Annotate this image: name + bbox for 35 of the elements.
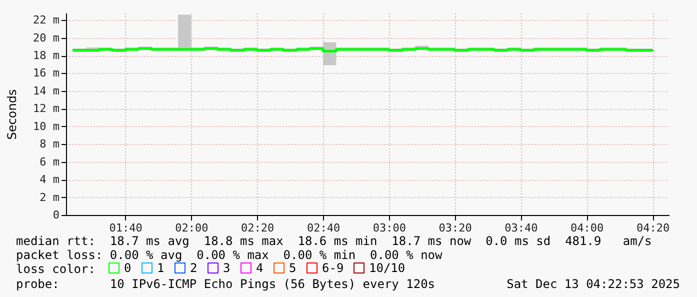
x-tick-label: 04:00 (570, 222, 604, 234)
text: packet loss: 0.00 % avg 0.00 % max 0.00 % min 0.00 % now (16, 248, 444, 262)
x-tick-label: 02:20 (241, 222, 274, 234)
y-tick-label: 12 m (33, 102, 60, 116)
y-axis-title: Seconds (5, 89, 20, 140)
text: Sat Dec 13 04:22:53 2025 (506, 277, 680, 291)
y-tick-label: 6 m (40, 155, 60, 168)
y-tick-label: 14 m (33, 84, 60, 98)
legend-title: loss color: (16, 262, 96, 276)
legend-label: 2 (190, 261, 198, 275)
y-tick-label: 8 m (40, 138, 60, 151)
legend-label: 10/10 (369, 261, 406, 275)
legend-label: 1 (157, 261, 164, 275)
x-tick-label: 02:00 (175, 222, 208, 234)
y-tick-label: 0 (52, 208, 60, 222)
y-tick-label: 10 m (33, 120, 60, 133)
x-tick-label: 01:40 (109, 222, 142, 234)
legend-label: 5 (289, 261, 296, 275)
y-tick-label: 22 m (33, 14, 60, 27)
legend-label: 0 (124, 261, 132, 275)
y-tick-label: 18 m (33, 49, 60, 62)
y-tick-label: 4 m (40, 173, 60, 186)
legend-label: 6-9 (322, 261, 344, 275)
text: probe: 10 IPv6-ICMP Echo Pings (56 Bytes) every 120s (16, 277, 436, 291)
text: median rtt: 18.7 ms avg 18.8 ms max 18.6 ms min 18.7 ms now 0.0 ms sd 481.9 am/s (16, 234, 652, 248)
y-tick-label: 2 m (40, 190, 60, 204)
y-tick-label: 20 m (33, 31, 60, 44)
x-tick-label: 03:00 (372, 222, 406, 234)
legend-label: 3 (223, 261, 230, 275)
y-tick-label: 16 m (33, 66, 60, 80)
x-tick-label: 03:40 (504, 222, 538, 234)
x-tick-label: 04:20 (636, 222, 670, 234)
x-tick-label: 03:20 (438, 222, 472, 234)
legend-label: 4 (256, 261, 264, 275)
x-tick-label: 02:40 (306, 222, 340, 234)
